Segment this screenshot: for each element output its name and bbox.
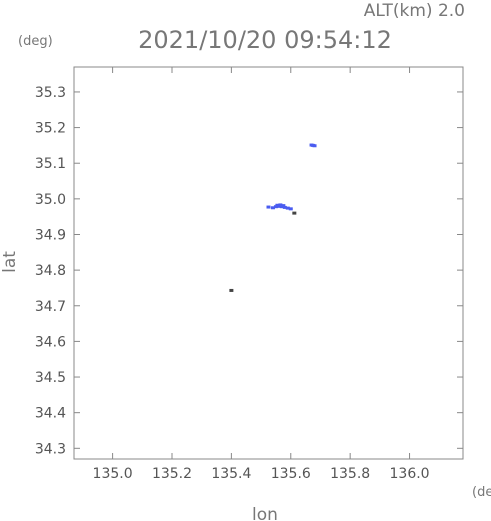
y-tick-label: 34.9 <box>35 227 66 243</box>
ticks-layer: 135.0 135.2 135.4 135.6 135.8 136.0 34.3 34.4 34… <box>35 67 463 482</box>
data-point <box>285 206 290 210</box>
x-unit-label: (deg) <box>472 485 491 500</box>
y-tick-label: 34.6 <box>35 334 66 350</box>
x-axis-label: lon <box>252 505 278 521</box>
x-tick-label: 135.8 <box>330 466 370 482</box>
y-tick-label: 34.5 <box>35 370 66 386</box>
data-point <box>278 203 283 207</box>
data-point <box>270 206 275 210</box>
x-tick-label: 136.0 <box>390 466 430 482</box>
x-tick-label: 135.6 <box>271 466 311 482</box>
y-tick-label: 35.2 <box>35 121 66 137</box>
x-tick-label: 135.2 <box>152 466 192 482</box>
data-point <box>266 205 271 209</box>
data-point <box>288 207 293 211</box>
y-tick-label: 34.4 <box>35 406 66 422</box>
timestamp-title: 2021/10/20 09:54:12 <box>138 26 392 54</box>
plot-frame <box>73 66 464 460</box>
data-point <box>312 144 317 148</box>
y-tick-label: 35.0 <box>35 192 66 208</box>
y-tick-label: 34.8 <box>35 263 66 279</box>
y-tick-label: 35.1 <box>35 156 66 172</box>
y-axis-label: lat <box>0 251 20 273</box>
x-tick-label: 135.4 <box>211 466 251 482</box>
y-tick-label: 35.3 <box>35 85 66 101</box>
x-tick-label: 135.0 <box>93 466 133 482</box>
points-layer <box>229 143 317 292</box>
data-point <box>281 204 286 208</box>
y-unit-label: (deg) <box>18 34 53 49</box>
y-tick-label: 34.7 <box>35 299 66 315</box>
data-point <box>275 203 280 207</box>
y-tick-label: 34.3 <box>35 441 66 457</box>
data-point <box>292 211 297 215</box>
data-point <box>282 205 287 209</box>
data-point <box>229 288 234 292</box>
altitude-label: ALT(km) 2.0 <box>364 1 465 21</box>
